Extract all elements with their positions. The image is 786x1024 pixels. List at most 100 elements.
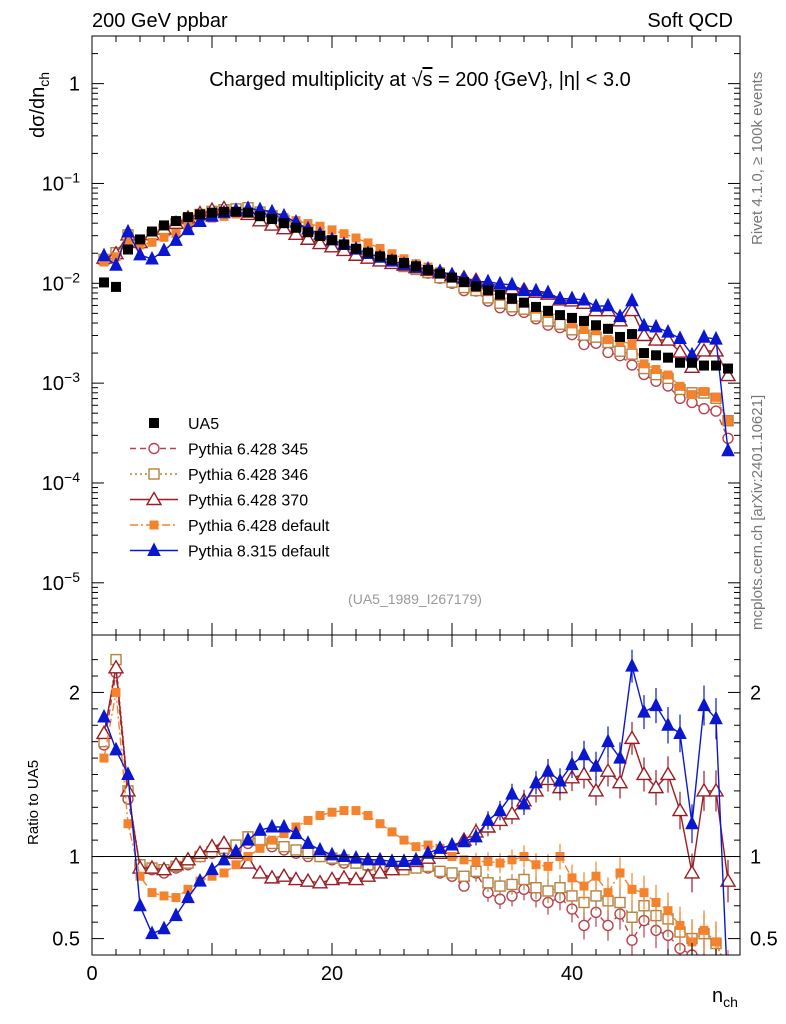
series-point-ratio (553, 772, 567, 787)
rivet-label: Rivet 4.1.0, ≥ 100k events (749, 72, 766, 245)
series-point-ratio (614, 896, 626, 909)
series-point-ratio (494, 880, 506, 892)
legend-marker (148, 468, 160, 480)
series-point-main (553, 290, 567, 305)
series-point-ratio (299, 872, 317, 887)
series-point-ratio (147, 888, 157, 898)
data-point (351, 243, 361, 254)
data-point (435, 268, 445, 279)
series-point-ratio (155, 861, 173, 876)
series-point-ratio (253, 822, 267, 836)
x-axis-label: nch (712, 985, 738, 1010)
series-point-ratio (123, 819, 133, 829)
series-point-ratio (169, 907, 183, 922)
series-point-main (554, 318, 566, 330)
x-tick-label: 0 (86, 963, 97, 985)
series-ratio-4 (97, 649, 727, 955)
series-point-ratio (649, 697, 663, 712)
series-point-ratio (434, 865, 446, 878)
series-point-main (635, 327, 653, 342)
series-point-main (493, 275, 507, 290)
series-point-main (579, 325, 589, 335)
series-point-main (719, 367, 737, 382)
x-tick-label: 40 (561, 963, 583, 985)
series-point-ratio (421, 845, 435, 859)
y-tick-label-main: 10−2 (42, 269, 80, 295)
series-point-ratio (615, 868, 625, 878)
series-point-ratio (315, 811, 325, 821)
legend-marker (149, 418, 159, 428)
data-point (519, 297, 529, 308)
series-point-ratio (673, 725, 687, 739)
data-point (687, 357, 697, 368)
series-point-ratio (639, 888, 649, 898)
series-point-ratio (371, 864, 389, 879)
series-point-ratio (241, 832, 255, 846)
series-point-ratio (133, 897, 147, 912)
series-point-ratio (351, 806, 361, 816)
series-point-main (659, 331, 677, 346)
legend-label: Pythia 8.315 default (188, 544, 330, 561)
data-point (711, 360, 721, 371)
series-point-main (145, 250, 159, 265)
data-point (639, 348, 649, 359)
series-point-main (601, 297, 615, 312)
series-point-main (351, 233, 361, 243)
series-point-ratio (363, 811, 373, 821)
series-point-ratio (626, 934, 638, 946)
series-point-ratio (627, 884, 637, 894)
data-point (675, 357, 685, 368)
series-point-ratio (203, 838, 221, 853)
series-point-main (193, 213, 207, 227)
series-point-ratio (290, 844, 302, 856)
series-point-ratio (578, 919, 590, 932)
series-point-ratio (481, 812, 495, 826)
series-point-ratio (111, 687, 121, 697)
series-point-ratio (503, 805, 521, 820)
data-point (123, 244, 133, 255)
data-point (267, 214, 277, 225)
legend-marker (148, 442, 160, 455)
series-point-ratio (661, 717, 675, 731)
series-point-ratio (651, 897, 661, 907)
series-point-ratio (675, 920, 685, 930)
series-point-ratio (506, 878, 518, 891)
series-point-ratio (373, 851, 387, 866)
x-axis-label-text: n (712, 985, 723, 1007)
series-point-ratio (565, 756, 579, 771)
series-point-main (589, 298, 603, 312)
legend-label: Pythia 6.428 345 (188, 442, 308, 459)
series-point-ratio (566, 890, 578, 902)
series-point-ratio (505, 786, 519, 800)
series-point-ratio (254, 834, 266, 846)
series-point-ratio (145, 925, 159, 940)
series-point-main (323, 238, 341, 253)
data-point (147, 226, 157, 237)
chart-title: Charged multiplicity at √s = 200 {GeV}, … (209, 69, 631, 91)
data-point (507, 293, 517, 304)
series-point-main (565, 290, 579, 305)
series-point-main (721, 442, 735, 457)
series-point-main (722, 432, 734, 445)
series-point-main (505, 276, 519, 291)
series-point-main (697, 329, 711, 343)
series-point-ratio (530, 882, 542, 894)
series-point-main (613, 308, 627, 323)
y-tick-label-main: 10−4 (42, 469, 80, 495)
data-point (171, 216, 181, 227)
data-point (339, 239, 349, 250)
series-point-ratio (287, 871, 305, 886)
y-axis-label-main-text: dσ/dn (27, 87, 49, 138)
series-point-ratio (647, 779, 665, 794)
series-point-main (541, 284, 555, 299)
series-point-ratio (383, 861, 401, 876)
series-point-ratio (255, 843, 265, 853)
series-point-ratio (277, 818, 291, 833)
series-point-ratio (99, 753, 109, 763)
data-point (723, 363, 733, 374)
series-point-main (673, 330, 687, 344)
series-point-ratio (699, 925, 709, 935)
data-point (291, 222, 301, 233)
series-point-main (637, 317, 651, 332)
series-point-ratio (458, 880, 470, 892)
